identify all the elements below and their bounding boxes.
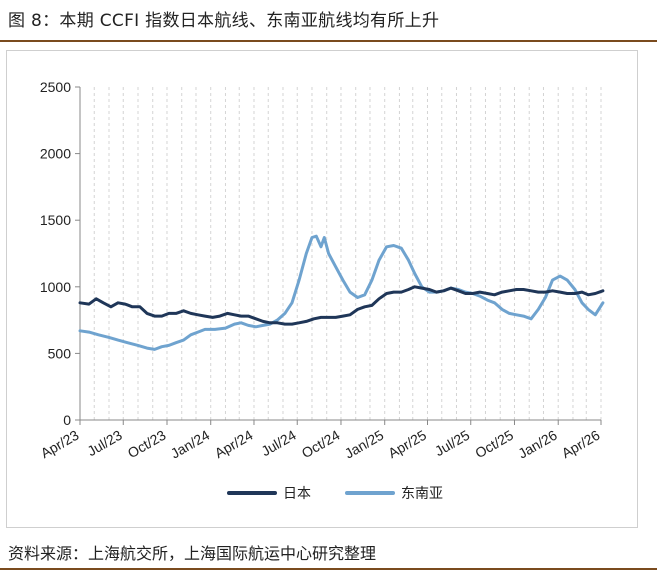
x-tick-label: Jan/24 <box>168 427 213 462</box>
series-lines <box>78 234 605 351</box>
series-line <box>78 285 605 326</box>
legend-label: 东南亚 <box>401 486 443 502</box>
x-tick-label: Jul/24 <box>258 427 299 460</box>
x-axis: Apr/23 Jul/23 Oct/23 Jan/24 Apr/24 Jul/24 Oct/… <box>38 419 603 462</box>
x-tick-label: Jan/25 <box>342 427 387 462</box>
y-tick-label: 2000 <box>40 146 71 162</box>
x-tick-label: Jul/23 <box>84 427 125 460</box>
bottom-divider <box>0 568 657 570</box>
source-note: 资料来源：上海航交所，上海国际航运中心研究整理 <box>8 544 377 563</box>
x-tick-label: Oct/25 <box>472 427 516 462</box>
x-tick-label: Apr/26 <box>559 427 603 462</box>
y-tick-label: 1500 <box>40 212 71 228</box>
title-divider <box>0 40 657 42</box>
series-line <box>78 234 605 351</box>
grid-lines <box>79 87 602 420</box>
y-axis: 0 500 1000 1500 2000 2500 <box>40 79 81 428</box>
legend: 日本 东南亚 <box>227 486 443 502</box>
y-tick-label: 1000 <box>40 279 71 295</box>
y-tick-label: 500 <box>48 345 72 361</box>
x-tick-label: Oct/24 <box>299 427 343 462</box>
x-tick-label: Apr/23 <box>38 427 82 462</box>
x-tick-label: Jul/25 <box>432 427 473 460</box>
x-tick-label: Apr/25 <box>385 427 429 462</box>
legend-label: 日本 <box>283 486 311 502</box>
y-tick-label: 0 <box>63 412 71 428</box>
x-tick-label: Apr/24 <box>212 427 256 462</box>
x-tick-label: Oct/23 <box>125 427 169 462</box>
chart-frame: 0 500 1000 1500 2000 2500 Apr/23 Jul/23 Oct/23 J… <box>6 50 638 528</box>
x-tick-label: Jan/26 <box>515 427 560 462</box>
y-tick-label: 2500 <box>40 79 71 95</box>
figure-title: 图 8：本期 CCFI 指数日本航线、东南亚航线均有所上升 <box>8 11 440 31</box>
